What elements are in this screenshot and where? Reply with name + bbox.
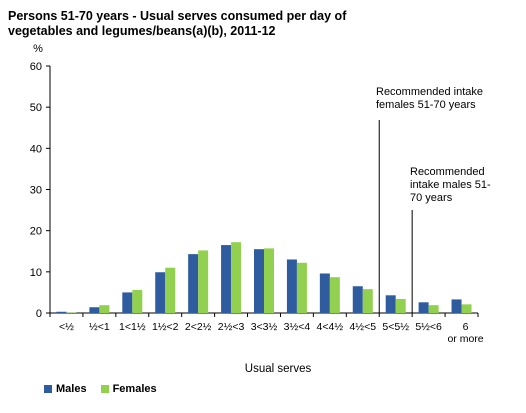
chart-title: Persons 51-70 years - Usual serves consu… [8,9,518,39]
x-tick-label: 1<1½ [119,321,146,333]
x-tick-label: 2½<3 [218,321,245,333]
bar-females [231,242,242,313]
bar-females [99,305,110,313]
x-tick-label: 5½<6 [415,321,442,333]
bar-females [461,304,472,313]
bar-females [395,299,406,313]
x-tick-label: ½<1 [89,321,110,333]
recommended-intake-males-label: 70 years [410,192,453,204]
bar-males [286,259,297,313]
x-tick-label: or more [447,333,483,345]
bar-females [296,262,307,313]
y-tick-label: 10 [30,267,42,279]
bar-females [428,305,439,313]
bar-males [89,307,100,313]
x-tick-label: 5<5½ [382,321,409,333]
recommended-intake-males-label: Recommended [410,166,485,178]
bar-females [198,250,209,313]
bar-females [329,277,340,313]
chart-title-line-2: vegetables and legumes/beans(a)(b), 2011… [8,24,276,38]
bar-males [451,299,462,313]
y-tick-label: 60 [30,61,42,73]
bar-females [165,267,176,313]
x-tick-label: 3<3½ [251,321,278,333]
bar-males [319,273,330,313]
x-axis-label: Usual serves [245,363,312,375]
legend-swatch-males [44,385,52,393]
legend: Males Females [44,383,157,395]
legend-item-males: Males [44,383,87,395]
y-tick-label: 50 [30,102,42,114]
recommended-intake-males-label: intake males 51- [410,179,491,191]
x-tick-label: 1½<2 [152,321,179,333]
bar-females [362,289,373,313]
x-tick-label: 3½<4 [284,321,311,333]
legend-label-females: Females [112,383,157,395]
x-tick-label: 4<4½ [317,321,344,333]
bar-males [385,295,396,313]
legend-label-males: Males [56,383,87,395]
bar-males [122,292,133,313]
legend-swatch-females [100,385,109,393]
bar-males [155,272,166,313]
x-tick-label: 6 [463,321,469,333]
x-tick-label: 4½<5 [349,321,376,333]
y-tick-label: 0 [36,308,42,320]
recommended-intake-females-label: Recommended intake [376,86,483,98]
chart-title-line-1: Persons 51-70 years - Usual serves consu… [8,9,347,23]
y-tick-label: 20 [30,226,42,238]
y-tick-label: 40 [30,143,42,155]
bar-males [254,249,264,313]
bar-males [221,245,232,313]
bar-females [264,248,274,313]
bar-females [132,289,143,313]
x-tick-label: 2<2½ [185,321,212,333]
recommended-intake-females-label: females 51-70 years [376,99,476,111]
y-tick-label: 30 [30,185,42,197]
bar-males [352,286,363,313]
bar-males [418,302,429,313]
y-axis-label: % [33,43,43,55]
bar-males [56,311,67,313]
legend-item-females: Females [100,383,157,395]
bar-males [188,254,199,313]
x-tick-label: <½ [59,321,74,333]
